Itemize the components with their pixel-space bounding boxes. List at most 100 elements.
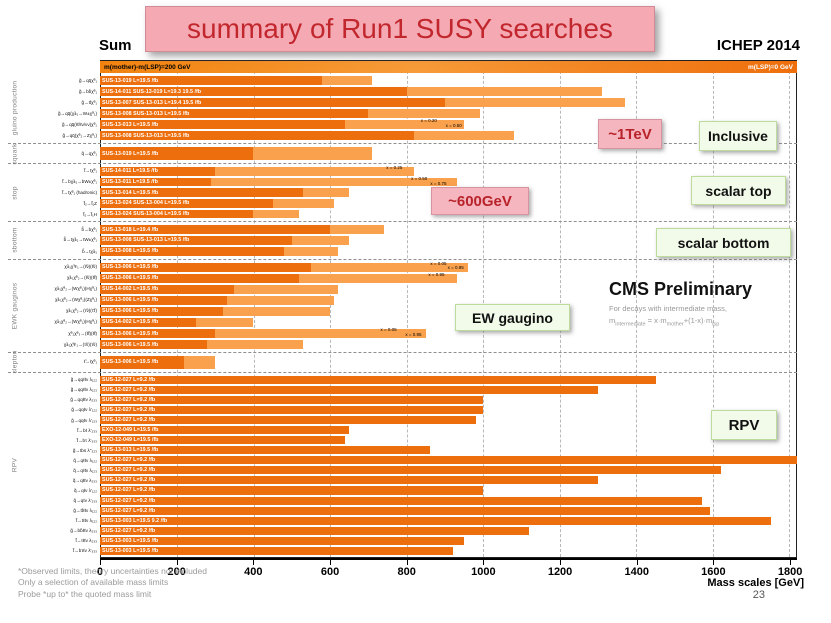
limit-row: t̃→bτ λ'₃₃₃ EXO-12-049 L=19.5 /fb [21, 435, 797, 445]
cms-note: For decays with intermediate mass, minte… [609, 303, 727, 329]
bar-group: gluino production g̃→qq̄χ̃⁰₁ SUS-13-019 L=… [8, 73, 797, 145]
conference-label: ICHEP 2014 [716, 37, 800, 54]
analysis-label: SUS-12-027 L=9.2 /fb [102, 406, 156, 413]
x-tick-label: 1400 [624, 566, 649, 578]
analysis-label: SUS-13-003 L=19.5 9.2 /fb [102, 517, 168, 524]
decay-label: g̃→qqℓℓν λ₂₃₃ [70, 397, 97, 403]
limit-bar-dm200 [100, 109, 369, 119]
limit-bar-dm200 [100, 147, 254, 161]
decay-label: q̃→qℓν λ'₁₂₂ [73, 487, 97, 493]
bar-area: SUS-14-002 L=19.5 /fb [100, 284, 797, 295]
analysis-label: SUS-13-008 SUS-13-013 L=19.5 /fb [102, 132, 190, 139]
limit-row: t̃→tℓℓν λ₁₂₂ SUS-13-003 L=19.5 9.2 /fb [21, 516, 797, 526]
limit-row: χ̃±₁χ̃⁰₂→(τ̃ν)(τ̃τ) SUS-13-006 L=19.5 /fb [21, 306, 797, 317]
decay-label: t̃₂→t̃₁H [83, 211, 97, 217]
plot-groups: gluino production g̃→qq̄χ̃⁰₁ SUS-13-019 L=… [8, 73, 797, 558]
x-fraction-marker: x = 0.05 [430, 260, 447, 266]
limit-row: ℓ̃→ℓχ̃⁰₁ SUS-13-006 L=19.5 /fb [21, 355, 797, 370]
limit-row: g̃→qq̄(χ̃⁰₂→Zχ̃⁰₁) SUS-13-008 SUS-13-013 … [21, 130, 797, 141]
analysis-label: SUS-13-006 L=19.5 /fb [102, 330, 159, 337]
cms-note-line1: For decays with intermediate mass, [609, 304, 727, 313]
analysis-label: EXO-12-049 L=19.5 /fb [102, 437, 159, 444]
limit-bar-dm200 [100, 87, 407, 97]
analysis-label: SUS-13-011 L=19.5 /fb [102, 179, 158, 186]
limit-bar-dm200 [100, 317, 196, 327]
bar-area: SUS-14-011 L=19.5 /fb x = 0.25 [100, 165, 797, 177]
analysis-label: SUS-13-008 L=19.5 /fb [102, 248, 159, 255]
limit-row: t̃→bℓ λ'₂₃₃ EXO-12-049 L=19.5 /fb [21, 425, 797, 435]
analysis-label: SUS-12-027 L=9.2 /fb [102, 497, 156, 504]
group-name-cell: RPV [8, 375, 21, 556]
x-tick-label: 1200 [547, 566, 573, 578]
limit-bar-dm200 [100, 446, 430, 455]
x-fraction-marker: x = 0.95 [447, 265, 464, 271]
limit-row: q̃→qℓν λ'₁₂₂ SUS-12-027 L=9.2 /fb [21, 485, 797, 495]
x-fraction-marker: x = 0.20 [420, 118, 437, 124]
limit-bar-dm200 [100, 246, 285, 256]
limit-bar-dm200 [100, 328, 216, 339]
limit-row: g̃→bb̄ℓℓν λ₂₃₃ SUS-12-027 L=9.2 /fb [21, 526, 797, 536]
callout-scalar-bottom: scalar bottom [656, 228, 791, 257]
bar-area: SUS-12-027 L=9.2 /fb [100, 506, 797, 516]
analysis-label: SUS-12-027 L=9.2 /fb [102, 467, 156, 474]
bar-area: SUS-13-006 L=19.5 /fb [100, 306, 797, 317]
limit-row: q̃→qℓν λ'₂₃₃ SUS-12-027 L=9.2 /fb [21, 496, 797, 506]
limit-bar-dm200 [100, 526, 530, 535]
x-fraction-marker: x = 0.05 [380, 326, 397, 332]
decay-label: t̃→bτℓν λ'₃₃₃ [72, 548, 97, 554]
x-tick-label: 0 [96, 566, 104, 578]
analysis-label: SUS-14-011 L=19.5 /fb [102, 168, 158, 175]
analysis-label: SUS-13-006 L=19.5 /fb [102, 264, 159, 271]
decay-label: q̃→qℓℓν λ₁₂₃ [73, 467, 97, 473]
bar-area: SUS-13-006 L=19.5 /fb [100, 339, 797, 350]
analysis-label: SUS-13-006 L=19.5 /fb [102, 308, 159, 315]
analysis-label: SUS-13-007 SUS-13-013 L=19.4 19.5 /fb [102, 99, 202, 106]
analysis-label: SUS-13-014 L=19.5 /fb [102, 189, 159, 196]
decay-label: g̃→qq̄(χ̃±₁→W±χ̃⁰₁) [57, 110, 97, 116]
gridline [636, 61, 638, 557]
group-rows: b̃→bχ̃⁰₁ SUS-13-018 L=19.4 /fb b̃→tχ̃±₁→tW… [21, 224, 797, 256]
limit-bar-dm200 [100, 177, 212, 187]
decay-label: g̃→qq̄(χ̃⁰₂→Zχ̃⁰₁) [62, 132, 97, 138]
decay-label: χ̃±₁χ̃∓₁→(τ̃ν)(τ̃ν) [63, 341, 97, 347]
analysis-label: SUS-12-027 L=9.2 /fb [102, 527, 156, 534]
bar-group: slepton ℓ̃→ℓχ̃⁰₁ SUS-13-006 L=19.5 /fb [8, 351, 797, 374]
decay-label: q̃→qℓν λ'₂₃₃ [73, 498, 97, 504]
bar-area: SUS-12-027 L=9.2 /fb [100, 375, 797, 385]
x-fraction-marker: x = 0.95 [405, 331, 422, 337]
decay-label: g̃→qq̄χ̃⁰₁ [78, 77, 97, 83]
bar-area: SUS-13-013 L=19.5 /fb [100, 445, 797, 455]
group-name-cell: sbottom [8, 224, 21, 256]
decay-label: t̃→tℓℓν λ₁₂₂ [75, 518, 97, 524]
group-rows: g̃→qqℓℓν λ₁₂₂ SUS-12-027 L=9.2 /fb g̃→qqℓℓ… [21, 375, 797, 556]
x-tick [100, 560, 101, 565]
limit-bar-dm200 [100, 375, 656, 384]
analysis-label: SUS-12-027 L=9.2 /fb [102, 477, 156, 484]
decay-label: χ̃±₁χ̃⁰₂→(Wχ̃⁰₁)(Hχ̃⁰₁) [54, 319, 98, 325]
limit-row: t̃→tχ̃⁰₁ SUS-14-011 L=19.5 /fb x = 0.25 [21, 165, 797, 177]
limit-row: χ̃±₁χ̃⁰₂→(Wχ̃⁰₁)(Zχ̃⁰₁) SUS-13-006 L=19.5… [21, 295, 797, 306]
group-name-cell: stop [8, 166, 21, 219]
decay-label: g̃→qqℓν λ'₁₂₂ [71, 407, 97, 413]
analysis-label: SUS-13-013 L=19.5 /fb [102, 121, 159, 128]
bar-area: SUS-13-003 L=19.5 9.2 /fb [100, 516, 797, 526]
legend-left-label: m(mother)-m(LSP)=200 GeV [104, 63, 191, 71]
limit-row: t̃→bτℓν λ'₃₃₃ SUS-13-003 L=19.5 /fb [21, 546, 797, 556]
bar-area: SUS-13-006 L=19.5 /fb [100, 295, 797, 306]
limit-row: q̃→qℓℓν λ₁₂₃ SUS-12-027 L=9.2 /fb [21, 465, 797, 475]
decay-label: t̃→bτ λ'₃₃₃ [76, 437, 97, 443]
bar-group: stop t̃→tχ̃⁰₁ SUS-14-011 L=19.5 /fb x = 0.2… [8, 164, 797, 223]
decay-label: g̃→bb̄ℓℓν λ₂₃₃ [70, 528, 97, 534]
decay-label: q̃→qχ̃⁰₁ [81, 150, 97, 156]
limit-bar-dm200 [100, 98, 446, 108]
limit-bar-dm200 [100, 284, 235, 294]
x-tick [636, 560, 638, 565]
limit-bar-dm200 [100, 486, 484, 495]
analysis-label: SUS-13-024 SUS-13-004 L=19.5 /fb [102, 211, 190, 218]
group-name: RPV [11, 458, 18, 473]
analysis-label: SUS-13-003 L=19.5 /fb [102, 547, 159, 554]
analysis-label: SUS-13-019 L=19.5 /fb [102, 77, 159, 84]
decay-label: t̃→tχ̃⁰₁ [84, 168, 97, 174]
limit-row: χ̃±₁χ̃⁰₂→(Wχ̃⁰₁)(Hχ̃⁰₁) SUS-14-002 L=19.5… [21, 317, 797, 328]
x-tick-label: 1000 [471, 566, 496, 578]
